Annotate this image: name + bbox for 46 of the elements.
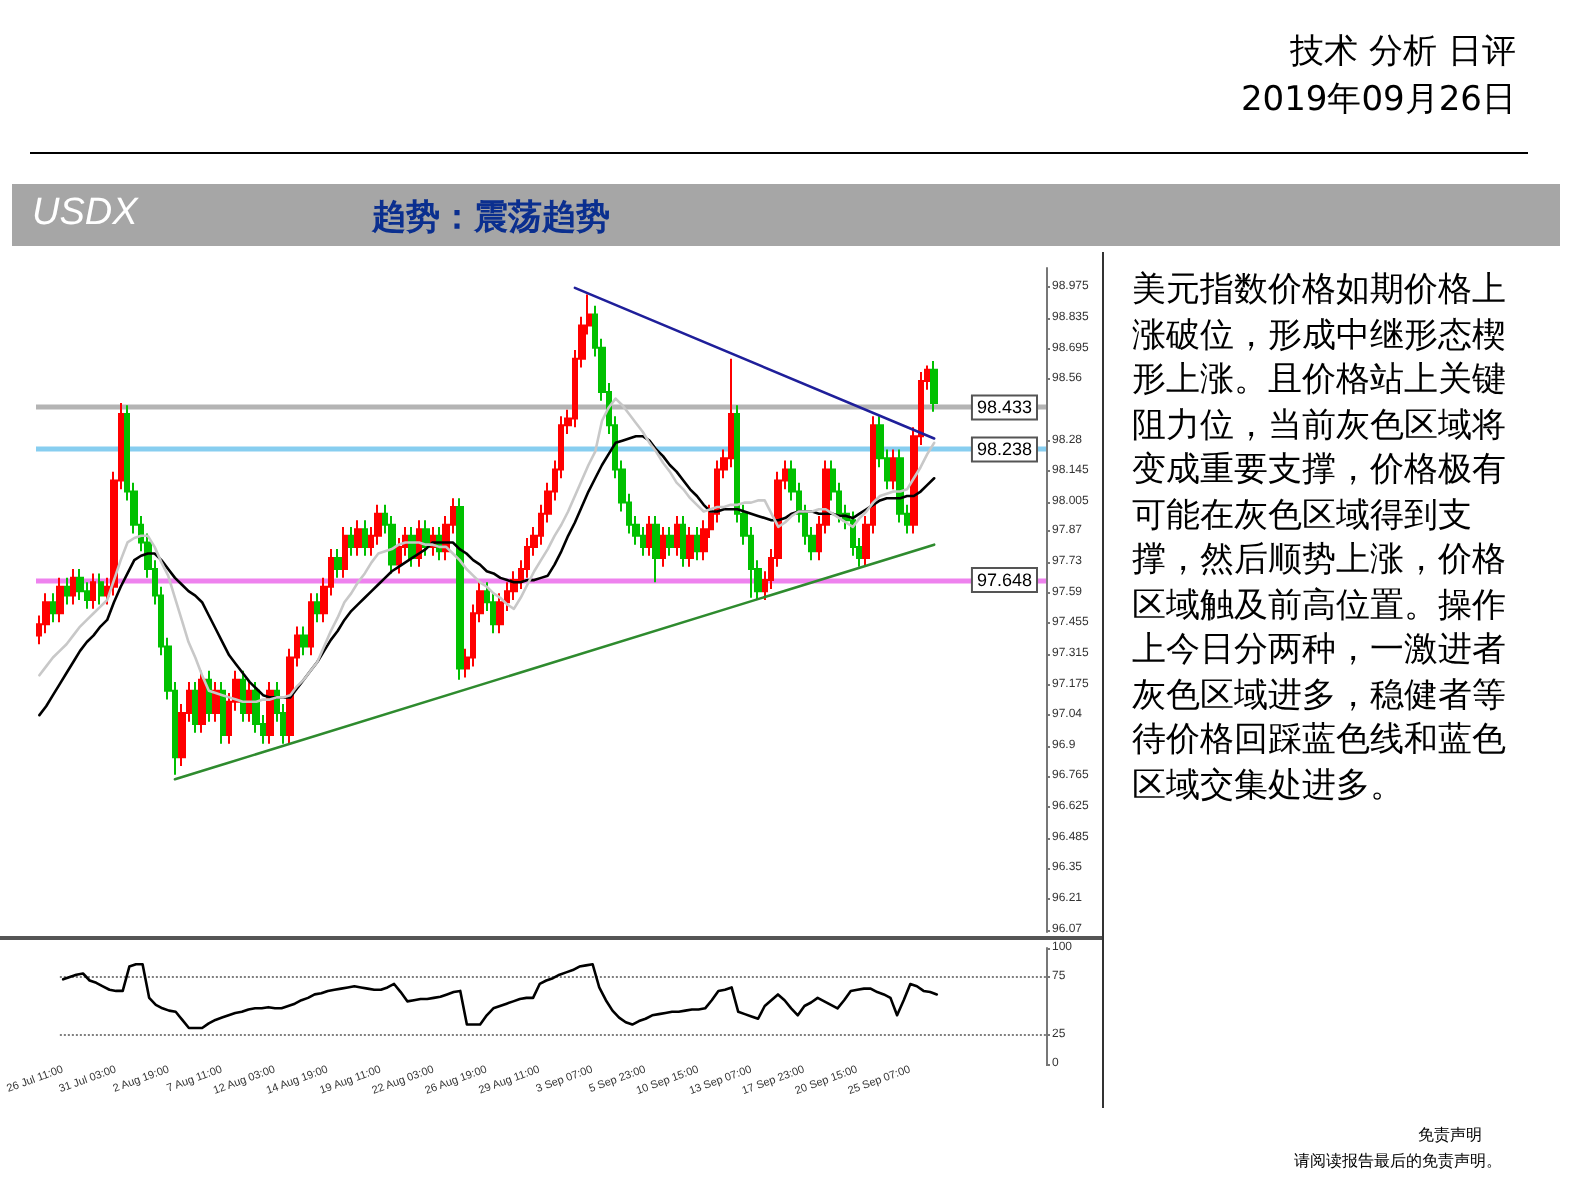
candlestick xyxy=(694,525,700,562)
candlestick xyxy=(334,548,342,579)
chart-subtitle: 趋势：震荡趋势 xyxy=(372,196,610,240)
candlestick xyxy=(266,680,274,745)
candlestick xyxy=(220,680,226,745)
candlestick xyxy=(308,592,314,657)
line-series xyxy=(38,397,936,704)
candlestick xyxy=(646,514,652,557)
candlestick xyxy=(300,625,308,657)
candlestick xyxy=(212,680,220,723)
candlestick xyxy=(246,680,252,723)
candlestick xyxy=(56,576,64,624)
candlestick xyxy=(70,568,76,606)
candlestick xyxy=(192,680,198,734)
text: 免责声明 xyxy=(1418,1124,1482,1146)
candlestick xyxy=(686,525,694,568)
candlestick xyxy=(680,514,686,568)
candlestick xyxy=(342,525,348,579)
candlestick xyxy=(890,448,896,491)
text: 2019年09月26日 xyxy=(1240,78,1516,122)
ref-line-label: 98.238 xyxy=(976,439,1032,460)
text: 技术 分析 日评 xyxy=(1290,30,1516,74)
candlestick xyxy=(314,592,320,624)
text: 请阅读报告最后的免责声明。 xyxy=(1294,1150,1502,1172)
candlestick xyxy=(240,669,246,723)
candlestick xyxy=(50,592,56,624)
line-series xyxy=(38,434,936,717)
candlestick xyxy=(930,359,938,413)
candlestick xyxy=(76,568,84,601)
line-series xyxy=(61,962,939,1030)
candlestick xyxy=(64,576,70,606)
candlestick xyxy=(90,572,96,610)
candlestick xyxy=(362,519,368,557)
candlestick xyxy=(354,519,362,557)
candlestick xyxy=(198,669,206,734)
ref-line-label: 97.648 xyxy=(976,570,1032,591)
candlestick xyxy=(98,572,104,606)
candlestick xyxy=(666,525,674,557)
text: 美元指数价格如期价格上涨破位，形成中继形态楔形上涨。且价格站上关键阻力位，当前灰色区域将变成重要支撑，价格极有可能在灰色区域得到支撑，然后顺势上涨，价格区域触及前高位置。操作上今日分两种，一激进者灰色区域进多，稳健者等待价格回踩蓝色线和蓝色区域交集处进多。 xyxy=(1132,270,1506,805)
candlestick xyxy=(456,497,464,681)
candlestick xyxy=(660,525,666,568)
ref-line-label: 98.433 xyxy=(976,397,1032,418)
candlestick xyxy=(674,514,680,557)
candlestick xyxy=(348,525,354,557)
candlestick xyxy=(652,514,660,584)
chart-title: USDX xyxy=(32,192,138,236)
